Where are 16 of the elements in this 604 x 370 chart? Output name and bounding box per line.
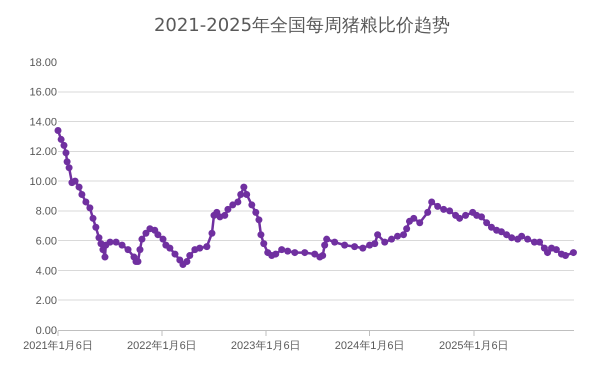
y-tick-label: 0.00 (36, 324, 57, 337)
y-tick-label: 10.00 (29, 176, 57, 188)
x-tick-label: 2021年1月6日 (23, 340, 93, 352)
y-tick-label: 18.00 (29, 56, 57, 69)
chart-title: 2021-2025年全国每周猪粮比价趋势 (154, 15, 450, 36)
x-tick-label: 2023年1月6日 (230, 340, 301, 352)
y-tick-label: 12.00 (29, 146, 57, 158)
y-tick-label: 6.00 (36, 236, 57, 248)
y-tick-label: 8.00 (36, 206, 57, 218)
x-tick-label: 2022年1月6日 (127, 340, 197, 352)
x-tick-label: 2024年1月6日 (334, 340, 405, 352)
y-tick-label: 2.00 (36, 295, 57, 308)
y-tick-label: 16.00 (29, 86, 57, 99)
y-tick-label: 4.00 (36, 265, 57, 278)
x-tick-label: 2025年1月6日 (438, 340, 509, 352)
y-tick-label: 14.00 (29, 116, 57, 128)
